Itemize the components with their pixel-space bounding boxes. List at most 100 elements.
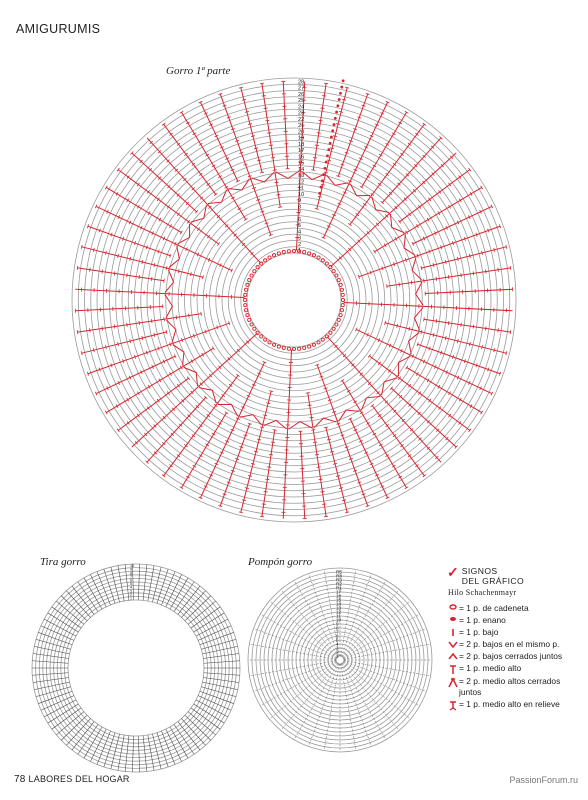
stitch-tick: [342, 354, 347, 358]
round-ring: [215, 221, 373, 379]
stitch-column: [95, 355, 176, 395]
stitch-tick: [171, 407, 176, 411]
round-ring: [209, 215, 379, 385]
stitch-tick: [316, 132, 321, 134]
stitch-tick: [416, 224, 419, 228]
stitch-tick: [451, 354, 455, 359]
round-number: 7: [298, 211, 301, 217]
stitch-tick: [213, 192, 218, 196]
stitch-tick: [415, 464, 419, 468]
stitch-tick: [440, 350, 443, 355]
stitch-tick: [329, 147, 335, 150]
stitch-tick: [181, 338, 184, 343]
stitch-tick: [238, 511, 243, 514]
stitch-tick: [458, 421, 462, 425]
stitch-tick: [367, 354, 371, 358]
stitch-tick: [189, 272, 192, 277]
stitch-tick: [365, 92, 370, 95]
round-number: 28: [298, 79, 304, 85]
stitch-tick: [235, 417, 240, 420]
stitch-tick: [139, 159, 143, 164]
stitch-tick: [157, 150, 162, 154]
round-number: 1: [298, 248, 301, 254]
round-ring: [234, 240, 354, 360]
stitch-tick: [98, 228, 101, 233]
legend-title-line2: DEL GRÁFICO: [461, 576, 525, 586]
tira-stitch: [51, 707, 82, 730]
round-number: 21: [298, 123, 304, 129]
chain-mark: [302, 250, 307, 255]
increase-mark: [389, 213, 405, 234]
tira-stitch: [103, 732, 116, 767]
tira-stitch: [83, 577, 103, 610]
stitch-tick: [353, 469, 358, 472]
stitch-tick: [420, 266, 423, 271]
tira-stitch: [124, 735, 130, 772]
tira-stitch: [165, 574, 182, 608]
stitch-tick: [265, 478, 270, 481]
stitch-tick: [445, 225, 448, 230]
tira-stitch: [177, 721, 201, 751]
stitch-tick: [420, 329, 423, 334]
stitch-tick: [161, 474, 166, 478]
stitch-tick: [435, 455, 439, 460]
tira-round-number: 10: [130, 564, 134, 568]
chain-mark: [340, 303, 345, 308]
stitch-tick: [313, 156, 318, 159]
stitch-column: [425, 288, 513, 295]
tira-stitch: [203, 660, 240, 664]
chain-mark: [297, 249, 302, 254]
chain-mark: [263, 258, 268, 263]
stitch-tick: [374, 474, 379, 477]
stitch-column: [406, 367, 482, 413]
stitch-tick: [357, 274, 360, 279]
stitch-tick: [377, 338, 381, 343]
stitch-tick: [366, 175, 370, 178]
stitch-tick: [326, 225, 331, 228]
stitch-tick: [332, 213, 337, 217]
stitch-tick: [353, 168, 358, 172]
tira-stitch: [184, 595, 212, 621]
slip-stitch-mark: [318, 191, 322, 195]
stitch-tick: [314, 453, 319, 456]
stitch-tick: [199, 196, 204, 200]
tira-stitch: [190, 707, 221, 730]
pompon-stitch: [293, 663, 339, 740]
round-number: 19: [298, 136, 304, 142]
stitch-tick: [235, 180, 240, 183]
magazine-name: LABORES DEL HOGAR: [28, 774, 130, 784]
tira-round-number: 6: [130, 579, 132, 583]
stitch-tick: [422, 474, 427, 478]
pompon-stitch: [249, 643, 337, 660]
round-number: 3: [298, 236, 301, 242]
pompon-chart-title: Pompón gorro: [248, 556, 313, 568]
pompon-stitch: [260, 661, 337, 707]
stitch-tick: [418, 205, 422, 209]
stitch-tick: [241, 499, 246, 502]
stitch-tick: [348, 457, 353, 461]
pompon-round-number: 13: [336, 606, 342, 611]
chain-mark: [252, 326, 257, 331]
stitch-tick: [468, 428, 472, 433]
stitch-tick: [422, 122, 427, 126]
stitch-tick: [422, 154, 426, 158]
stitch-tick: [428, 197, 432, 202]
tira-stitch: [198, 695, 232, 711]
stitch-tick: [263, 107, 268, 109]
stitch-tick: [205, 153, 210, 157]
stitch-tick: [456, 220, 460, 225]
chain-mark: [272, 342, 277, 347]
stitch-column: [163, 123, 217, 195]
stitch-tick: [345, 86, 350, 89]
stitch-tick: [263, 414, 268, 417]
round-number: 24: [298, 104, 304, 110]
pompon-ring: [315, 635, 365, 685]
stitch-tick: [247, 175, 252, 178]
stitch-tick: [493, 247, 496, 252]
chain-mark: [336, 317, 341, 322]
stitch-tick: [408, 326, 411, 331]
stitch-tick: [213, 404, 218, 408]
pompon-stitch: [323, 663, 340, 751]
stitch-tick: [122, 236, 125, 241]
